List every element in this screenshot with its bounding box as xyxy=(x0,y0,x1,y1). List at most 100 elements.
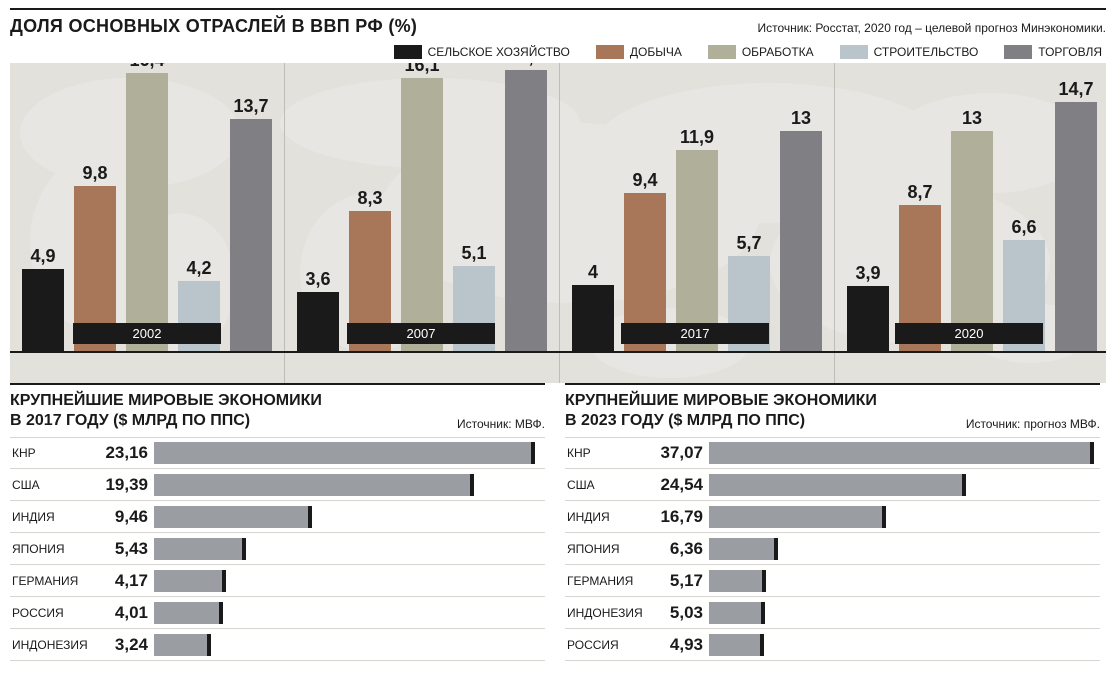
economy-row: РОССИЯ4,93 xyxy=(565,629,1100,661)
bar-value-label: 14,7 xyxy=(1058,79,1093,100)
legend-swatch xyxy=(840,45,868,59)
hbar-cap xyxy=(470,474,474,496)
hbar-cap xyxy=(761,602,765,624)
panel-2023-title: КРУПНЕЙШИЕ МИРОВЫЕ ЭКОНОМИКИ В 2023 ГОДУ… xyxy=(565,391,877,431)
bar-rect xyxy=(847,286,889,353)
infographic-root: ДОЛЯ ОСНОВНЫХ ОТРАСЛЕЙ В ВВП РФ (%) Исто… xyxy=(0,0,1116,671)
bar-value-label: 5,1 xyxy=(461,243,486,264)
bar-value-label: 11,9 xyxy=(680,127,714,148)
hbar-cap xyxy=(531,442,535,464)
hbar-track xyxy=(154,602,545,624)
legend-swatch xyxy=(708,45,736,59)
economy-row: ГЕРМАНИЯ5,17 xyxy=(565,565,1100,597)
bar-rect xyxy=(401,78,443,353)
bar-value-label: 13 xyxy=(962,108,982,129)
bar-value-label: 3,9 xyxy=(855,263,880,284)
economy-value: 4,01 xyxy=(98,603,154,623)
year-label: 2002 xyxy=(10,353,284,383)
economy-row: ГЕРМАНИЯ4,17 xyxy=(10,565,545,597)
hbar xyxy=(154,474,470,496)
year-label: 2017 xyxy=(558,353,832,383)
economy-label: ГЕРМАНИЯ xyxy=(565,574,653,588)
bar-value-label: 9,4 xyxy=(632,170,657,191)
economy-value: 6,36 xyxy=(653,539,709,559)
bar-value-label: 9,8 xyxy=(82,163,107,184)
economy-row: КНР37,07 xyxy=(565,437,1100,469)
hbar xyxy=(709,602,761,624)
year-label-text: 2020 xyxy=(895,323,1044,344)
year-label-text: 2002 xyxy=(73,323,222,344)
economy-row: ЯПОНИЯ6,36 xyxy=(565,533,1100,565)
hbar xyxy=(709,442,1090,464)
economy-label: ИНДОНЕЗИЯ xyxy=(565,606,653,620)
bar-value-label: 6,6 xyxy=(1011,217,1036,238)
economy-label: ИНДИЯ xyxy=(10,510,98,524)
bar-value-label: 8,3 xyxy=(357,188,382,209)
bar-value-label: 3,6 xyxy=(305,269,330,290)
bar-value-label: 13,7 xyxy=(233,96,268,117)
hbar-track xyxy=(709,602,1100,624)
economy-label: США xyxy=(10,478,98,492)
bar-value-label: 13 xyxy=(791,108,811,129)
economy-label: ЯПОНИЯ xyxy=(10,542,98,556)
year-label-text: 2007 xyxy=(347,323,496,344)
hbar-cap xyxy=(882,506,886,528)
bar-rect xyxy=(780,131,822,353)
hbar-cap xyxy=(760,634,764,656)
hbar-cap xyxy=(219,602,223,624)
economy-label: ЯПОНИЯ xyxy=(565,542,653,556)
legend-label: ДОБЫЧА xyxy=(630,45,682,59)
hbar xyxy=(709,634,760,656)
bar-rect xyxy=(572,285,614,353)
bar-trade: 16,6 xyxy=(505,63,547,353)
economy-label: ИНДОНЕЗИЯ xyxy=(10,638,98,652)
legend-item: ТОРГОВЛЯ xyxy=(1004,45,1102,59)
hbar-track xyxy=(709,570,1100,592)
economy-value: 24,54 xyxy=(653,475,709,495)
year-label: 2007 xyxy=(284,353,558,383)
economy-label: КНР xyxy=(565,446,653,460)
hbar xyxy=(154,634,207,656)
panel-2017-title: КРУПНЕЙШИЕ МИРОВЫЕ ЭКОНОМИКИ В 2017 ГОДУ… xyxy=(10,391,322,431)
bar-trade: 13,7 xyxy=(230,96,272,353)
economy-value: 9,46 xyxy=(98,507,154,527)
hbar-track xyxy=(709,506,1100,528)
panel-2017-title-l2: В 2017 ГОДУ ($ МЛРД ПО ППС) xyxy=(10,412,250,429)
bar-trade: 14,7 xyxy=(1055,79,1097,353)
hbar-cap xyxy=(308,506,312,528)
economy-row: ИНДИЯ9,46 xyxy=(10,501,545,533)
hbar-track xyxy=(154,442,545,464)
bar-processing: 11,9 xyxy=(676,127,718,353)
economy-label: РОССИЯ xyxy=(10,606,98,620)
bar-rect xyxy=(505,70,547,353)
economy-value: 23,16 xyxy=(98,443,154,463)
bar-processing: 16,4 xyxy=(126,63,168,353)
hbar-cap xyxy=(962,474,966,496)
bar-value-label: 4 xyxy=(588,262,598,283)
legend-item: ОБРАБОТКА xyxy=(708,45,814,59)
legend-item: СТРОИТЕЛЬСТВО xyxy=(840,45,979,59)
economy-row: ИНДОНЕЗИЯ3,24 xyxy=(10,629,545,661)
economy-row: ИНДИЯ16,79 xyxy=(565,501,1100,533)
panel-2017-title-l1: КРУПНЕЙШИЕ МИРОВЫЕ ЭКОНОМИКИ xyxy=(10,392,322,409)
legend-swatch xyxy=(596,45,624,59)
panel-2023-head: КРУПНЕЙШИЕ МИРОВЫЕ ЭКОНОМИКИ В 2023 ГОДУ… xyxy=(565,383,1100,431)
hbar xyxy=(154,570,222,592)
bar-rect xyxy=(230,119,272,353)
bar-value-label: 16,4 xyxy=(129,63,164,71)
hbar-track xyxy=(709,442,1100,464)
panel-2017-rows: КНР23,16США19,39ИНДИЯ9,46ЯПОНИЯ5,43ГЕРМА… xyxy=(10,437,545,661)
bar-value-label: 4,9 xyxy=(30,246,55,267)
top-bar-chart: 4,99,816,44,213,73,68,316,15,116,649,411… xyxy=(10,63,1106,383)
economy-value: 37,07 xyxy=(653,443,709,463)
year-label-text: 2017 xyxy=(621,323,770,344)
economy-value: 3,24 xyxy=(98,635,154,655)
bar-value-label: 5,7 xyxy=(736,233,761,254)
bar-agriculture: 4 xyxy=(572,262,614,353)
economy-value: 4,93 xyxy=(653,635,709,655)
legend-item: СЕЛЬСКОЕ ХОЗЯЙСТВО xyxy=(394,45,570,59)
hbar-track xyxy=(154,570,545,592)
bottom-panels: КРУПНЕЙШИЕ МИРОВЫЕ ЭКОНОМИКИ В 2017 ГОДУ… xyxy=(10,383,1106,671)
legend: СЕЛЬСКОЕ ХОЗЯЙСТВО ДОБЫЧА ОБРАБОТКА СТРОИТЕ… xyxy=(10,45,1106,59)
economy-row: США24,54 xyxy=(565,469,1100,501)
